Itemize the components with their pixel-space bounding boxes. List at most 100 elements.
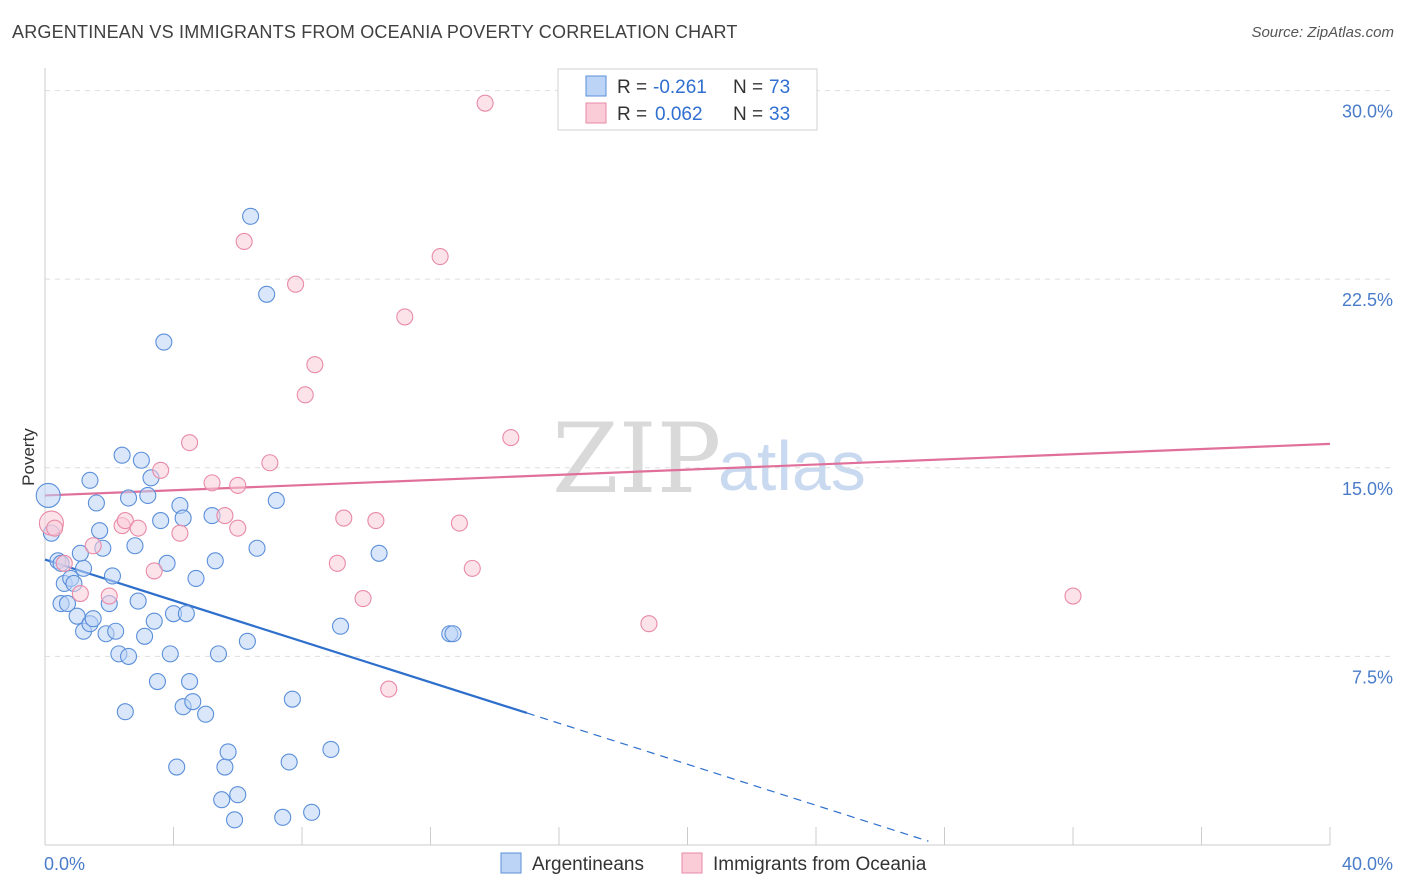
point-argentineans [116, 703, 134, 721]
point-argentineans [174, 509, 192, 527]
point-immigrants-from-oceania [145, 562, 163, 580]
legend-n-value-1: 73 [769, 77, 790, 98]
point-immigrants-from-oceania [171, 524, 189, 542]
chart-title: ARGENTINEAN VS IMMIGRANTS FROM OCEANIA P… [12, 22, 738, 42]
trendlines [44, 442, 1331, 842]
point-argentineans [155, 333, 173, 351]
x-tick-labels: 0.0% 40.0% [44, 854, 1393, 874]
correlation-legend: R = -0.261 N = 73 R = 0.062 N = 33 [557, 68, 818, 131]
point-argentineans [238, 632, 256, 650]
y-axis-label: Poverty [19, 428, 38, 486]
point-immigrants-from-oceania [235, 232, 253, 251]
point-argentineans [129, 592, 147, 610]
point-argentineans [75, 559, 93, 577]
point-immigrants-from-oceania [84, 537, 102, 555]
point-argentineans [139, 486, 157, 504]
source-label: Source: ZipAtlas.com [1251, 24, 1394, 41]
point-argentineans [219, 743, 237, 761]
trendline-argentineans [44, 558, 528, 715]
legend-r-value-1: -0.261 [653, 77, 707, 98]
point-immigrants-from-oceania [55, 554, 73, 572]
point-argentineans [168, 758, 186, 776]
point-argentineans [181, 672, 199, 691]
point-argentineans [119, 489, 138, 507]
point-immigrants-from-oceania [71, 584, 89, 603]
point-argentineans [132, 451, 150, 469]
point-argentineans [280, 753, 298, 771]
point-immigrants-from-oceania [152, 461, 170, 479]
y-tick-label: 7.5% [1352, 667, 1393, 687]
point-immigrants-from-oceania [354, 590, 372, 608]
point-immigrants-from-oceania [367, 512, 385, 530]
point-argentineans [258, 285, 276, 303]
point-argentineans [444, 625, 462, 643]
point-argentineans [148, 672, 166, 691]
point-argentineans [81, 471, 99, 489]
point-argentineans [303, 803, 321, 821]
legend-r-label-1: R = [617, 77, 647, 98]
point-argentineans [103, 567, 122, 585]
legend-n-label-1: N = [733, 77, 763, 98]
legend-r-label-2: R = [617, 104, 647, 125]
point-argentineans [87, 494, 105, 512]
point-argentineans [370, 544, 388, 562]
point-immigrants-from-oceania [380, 680, 398, 698]
point-immigrants-from-oceania [463, 559, 481, 577]
point-argentineans [209, 645, 228, 663]
gridlines [45, 90, 1395, 657]
series-immigrants-from-oceania [38, 94, 1082, 698]
point-argentineans [322, 740, 340, 758]
point-immigrants-from-oceania [476, 94, 494, 112]
y-tick-labels: 7.5% 15.0% 22.5% 30.0% [1342, 102, 1393, 688]
x-tick-label-max: 40.0% [1342, 854, 1393, 874]
point-argentineans [197, 705, 215, 723]
point-immigrants-from-oceania [450, 514, 468, 532]
bottom-legend-label-oceania: Immigrants from Oceania [713, 854, 927, 875]
trendline-argentineans-extrapolated [526, 712, 929, 842]
point-argentineans [145, 612, 163, 630]
point-argentineans [35, 482, 61, 508]
point-immigrants-from-oceania [328, 554, 346, 572]
point-argentineans [213, 791, 231, 809]
y-tick-label: 22.5% [1342, 290, 1393, 310]
legend-swatch-pink [585, 102, 607, 124]
point-argentineans [267, 491, 285, 510]
point-immigrants-from-oceania [1064, 587, 1082, 605]
point-argentineans [248, 539, 266, 557]
point-immigrants-from-oceania [46, 519, 64, 537]
point-immigrants-from-oceania [229, 476, 247, 494]
point-immigrants-from-oceania [203, 474, 221, 492]
point-argentineans [225, 811, 244, 829]
point-argentineans [216, 758, 234, 776]
axes [44, 68, 1331, 846]
point-immigrants-from-oceania [306, 356, 324, 374]
point-argentineans [242, 207, 260, 225]
y-tick-label: 15.0% [1342, 479, 1393, 499]
legend-n-value-2: 33 [769, 104, 790, 125]
point-immigrants-from-oceania [116, 512, 134, 530]
point-immigrants-from-oceania [640, 615, 658, 633]
point-argentineans [126, 537, 144, 555]
point-argentineans [187, 569, 205, 587]
point-argentineans [184, 693, 202, 711]
series-argentineans [35, 207, 462, 829]
point-argentineans [158, 554, 176, 572]
legend-swatch-blue [585, 75, 607, 97]
point-immigrants-from-oceania [129, 519, 147, 537]
point-argentineans [161, 645, 179, 663]
point-argentineans [177, 605, 195, 623]
point-argentineans [84, 610, 102, 628]
point-argentineans [331, 617, 350, 635]
point-argentineans [206, 552, 224, 570]
point-immigrants-from-oceania [181, 434, 199, 452]
point-immigrants-from-oceania [335, 509, 353, 527]
point-argentineans [107, 622, 125, 640]
watermark: ZIP atlas [552, 403, 866, 515]
point-immigrants-from-oceania [261, 454, 279, 472]
point-immigrants-from-oceania [396, 308, 414, 326]
y-tick-label: 30.0% [1342, 102, 1393, 122]
point-argentineans [283, 690, 301, 708]
point-immigrants-from-oceania [296, 386, 314, 404]
point-immigrants-from-oceania [216, 507, 234, 525]
